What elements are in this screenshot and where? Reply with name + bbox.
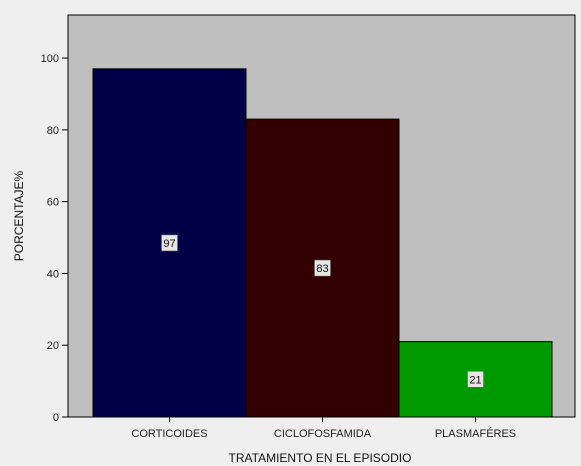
y-tick-label: 60 [47,197,59,209]
data-label-box [467,371,484,388]
y-tick-label: 20 [47,340,59,352]
data-label-box [161,234,178,252]
data-label-box [314,259,331,277]
y-tick-label: 40 [47,268,59,280]
x-tick-label: CICLOFOSFAMIDA [274,428,372,440]
data-label: 97 [163,238,175,250]
y-tick-label: 80 [47,125,59,137]
x-axis-title: TRATAMIENTO EN EL EPISODIO [229,451,412,465]
data-label: 83 [316,263,328,275]
y-axis: 0 20 40 60 80 100 [41,53,68,424]
x-axis: CORTICOIDES CICLOFOSFAMIDA PLASMAFÉRES [131,417,516,440]
data-label: 21 [469,374,481,386]
y-axis-title: PORCENTAJE% [12,170,26,261]
x-tick-label: CORTICOIDES [131,428,207,440]
y-tick-label: 100 [41,53,59,65]
y-tick-label: 0 [53,412,59,424]
x-tick-label: PLASMAFÉRES [435,427,516,440]
data-labels-group: 97 83 21 [161,234,484,388]
